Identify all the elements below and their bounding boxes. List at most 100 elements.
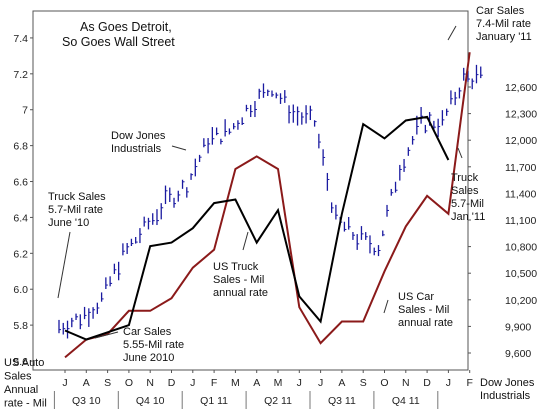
left-axis-title-line-1: Sales [4, 371, 32, 383]
x-tick-label-14: S [360, 377, 367, 389]
left-tick-label-7: 7 [22, 105, 28, 117]
x-axis: J A S O N D J F M A M J J A S O N D J F Q3 10 Q4 10 Q1 11 Q2 11… [33, 369, 473, 409]
annotation-truck-sales-jan11-line-2: 5.7-Mil [451, 198, 484, 210]
right-axis: 9,600 9,900 10,200 10,500 10,800 11,100 11,400… [468, 82, 537, 360]
annotation-car-sales-jan11-line-0: Car Sales [476, 5, 525, 17]
annotation-us-car-sales-line-1: Sales - Mil [398, 304, 449, 316]
x-tick-label-18: J [446, 377, 451, 389]
annotation-us-car-sales-line-0: US Car [398, 291, 434, 303]
series-line-truck-sales [64, 115, 450, 341]
leader-line-2 [94, 331, 119, 339]
x-tick-label-7: F [211, 377, 217, 389]
left-tick-label-1: 5.8 [13, 320, 28, 332]
right-axis-title-line-0: Dow Jones [480, 377, 535, 389]
annotation-truck-sales-jan11-line-3: Jan '11 [451, 211, 485, 223]
right-tick-label-0: 9,600 [505, 348, 531, 360]
chart-title-line-1: As Goes Detroit, [80, 20, 172, 34]
right-tick-label-8: 12,000 [505, 135, 537, 147]
quarter-label-3: Q2 11 [264, 395, 292, 407]
right-tick-label-10: 12,600 [505, 82, 537, 94]
left-tick-label-9: 7.4 [13, 33, 28, 45]
annotation-dow-label-line-0: Dow Jones [111, 130, 166, 142]
x-tick-label-16: N [402, 377, 410, 389]
annotation-dow-label: Dow Jones Industrials [111, 130, 166, 155]
axis-titles: US Auto Sales Annual rate - Mil Dow Jones Ind… [4, 357, 535, 410]
chart-title: As Goes Detroit, So Goes Wall Street [62, 20, 175, 49]
annotation-truck-sales-jan11-line-1: Sales [451, 185, 479, 197]
leader-line-3 [242, 231, 249, 251]
x-tick-label-17: D [423, 377, 431, 389]
leader-line-1 [57, 231, 71, 299]
left-axis-title-line-2: Annual [4, 384, 38, 396]
right-tick-label-7: 11,700 [505, 162, 536, 174]
right-axis-title: Dow Jones Industrials [480, 377, 535, 402]
leader-line-5 [457, 147, 463, 159]
x-tick-label-8: M [231, 377, 240, 389]
leader-line-4 [383, 299, 389, 314]
left-tick-label-2: 6.0 [13, 284, 28, 296]
x-tick-label-19: F [466, 377, 472, 389]
quarter-label-2: Q1 11 [200, 395, 228, 407]
chart-title-line-2: So Goes Wall Street [62, 35, 175, 49]
annotation-truck-sales-jan11-line-0: Truck [451, 172, 479, 184]
left-tick-label-0: 5.6 [13, 356, 28, 368]
x-tick-label-3: O [125, 377, 133, 389]
annotation-car-sales-jan11: Car Sales 7.4-Mil rate January '11 [476, 5, 532, 43]
left-tick-label-8: 7.2 [13, 69, 28, 81]
x-tick-label-5: D [168, 377, 176, 389]
right-tick-label-6: 11,400 [505, 188, 536, 200]
annotation-car-sales-jan11-line-1: 7.4-Mil rate [476, 18, 531, 30]
left-tick-label-4: 6.4 [13, 212, 28, 224]
left-axis: 5.6 5.8 6.0 6.2 6.4 6.6 6.8 7 7.2 7.4 [13, 33, 33, 368]
x-tick-label-0: J [62, 377, 67, 389]
annotation-car-sales-jun10-line-1: 5.55-Mil rate [123, 339, 184, 351]
annotation-car-sales-jun10-line-2: June 2010 [123, 352, 174, 364]
quarter-label-4: Q3 11 [328, 395, 356, 407]
quarter-label-0: Q3 10 [72, 395, 101, 407]
annotation-car-sales-jun10-line-0: Car Sales [123, 326, 172, 338]
x-tick-label-9: A [253, 377, 260, 389]
annotation-us-truck-sales-line-2: annual rate [213, 287, 268, 299]
right-tick-label-9: 12,300 [505, 109, 537, 121]
annotation-us-truck-sales: US Truck Sales - Mil annual rate [213, 261, 268, 299]
annotation-truck-sales-jun10-line-2: June '10 [48, 217, 89, 229]
right-tick-label-4: 10,800 [505, 242, 537, 254]
dow-jones-bars [58, 64, 483, 339]
annotation-truck-sales-jun10: Truck Sales 5.7-Mil rate June '10 [48, 191, 106, 229]
right-axis-title-line-1: Industrials [480, 390, 531, 402]
x-tick-label-6: J [190, 377, 195, 389]
annotation-car-sales-jun10: Car Sales 5.55-Mil rate June 2010 [123, 326, 184, 364]
annotation-leaders [57, 25, 463, 339]
left-tick-label-5: 6.6 [13, 177, 28, 189]
left-tick-label-3: 6.2 [13, 248, 28, 260]
annotation-us-car-sales: US Car Sales - Mil annual rate [398, 291, 453, 329]
annotation-dow-label-line-1: Industrials [111, 143, 162, 155]
left-tick-label-6: 6.8 [13, 141, 28, 153]
annotation-us-truck-sales-line-0: US Truck [213, 261, 259, 273]
x-tick-label-12: J [318, 377, 323, 389]
leader-line-6 [171, 145, 187, 151]
leader-line-0 [447, 25, 457, 41]
quarter-label-5: Q4 11 [392, 395, 420, 407]
annotation-truck-sales-jun10-line-0: Truck Sales [48, 191, 106, 203]
left-axis-title-line-0: US Auto [4, 357, 44, 369]
left-axis-title: US Auto Sales Annual rate - Mil [4, 357, 47, 410]
x-tick-label-2: S [104, 377, 111, 389]
annotation-truck-sales-jun10-line-1: 5.7-Mil rate [48, 204, 103, 216]
x-tick-label-4: N [146, 377, 154, 389]
annotation-car-sales-jan11-line-2: January '11 [476, 31, 532, 43]
left-axis-title-line-3: rate - Mil [4, 398, 47, 410]
annotation-truck-sales-jan11: Truck Sales 5.7-Mil Jan '11 [451, 172, 485, 223]
annotation-us-truck-sales-line-1: Sales - Mil [213, 274, 264, 286]
x-tick-label-10: M [274, 377, 283, 389]
right-tick-label-1: 9,900 [505, 321, 531, 333]
right-tick-label-3: 10,500 [505, 268, 537, 280]
x-tick-label-11: J [297, 377, 302, 389]
x-tick-label-15: O [380, 377, 388, 389]
right-tick-label-5: 11,100 [505, 215, 536, 227]
right-tick-label-2: 10,200 [505, 295, 537, 307]
x-tick-label-1: A [83, 377, 90, 389]
annotation-us-car-sales-line-2: annual rate [398, 317, 453, 329]
